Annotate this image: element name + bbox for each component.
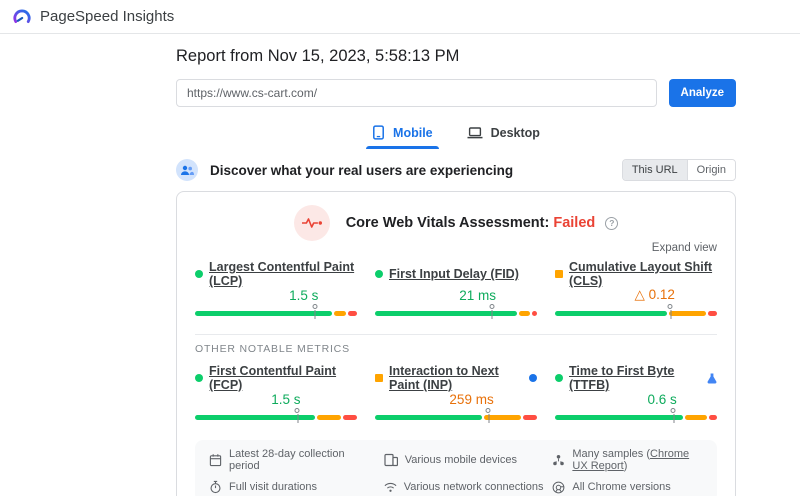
metric-value: 1.5 s [271, 392, 301, 407]
mobile-phone-icon [372, 125, 385, 140]
toggle-origin[interactable]: Origin [686, 160, 735, 180]
metric-value: △ 0.12 [634, 287, 675, 302]
core-vitals-row: Largest Contentful Paint (LCP) 1.5 s Fir… [195, 260, 718, 324]
metric-value: 259 ms [449, 392, 494, 407]
expand-view-link[interactable]: Expand view [651, 242, 717, 254]
percentile-marker-icon [312, 304, 318, 319]
metric-status-icon [195, 270, 203, 278]
distribution-bar [555, 408, 718, 423]
metric-link-fid[interactable]: First Input Delay (FID) [389, 267, 519, 281]
divider [195, 334, 717, 335]
new-metric-dot-icon [529, 374, 537, 382]
percentile-marker-icon [294, 408, 300, 423]
percentile-marker-icon [485, 408, 491, 423]
metric-value: 1.5 s [289, 288, 319, 303]
metric-fcp: First Contentful Paint (FCP) 1.5 s [195, 364, 357, 428]
metric-lcp: Largest Contentful Paint (LCP) 1.5 s [195, 260, 357, 324]
metric-link-fcp[interactable]: First Contentful Paint (FCP) [209, 364, 337, 392]
metric-status-icon [555, 270, 563, 278]
info-versions: All Chrome versions [552, 480, 703, 494]
collection-info-box: Latest 28-day collection period Various … [195, 440, 717, 496]
pagespeed-logo-icon[interactable] [12, 7, 32, 27]
toggle-this-url[interactable]: This URL [622, 160, 687, 180]
metric-link-inp[interactable]: Interaction to Next Paint (INP) [389, 364, 499, 392]
info-durations: Full visit durations [209, 480, 378, 494]
report-title: Report from Nov 15, 2023, 5:58:13 PM [176, 47, 460, 65]
tab-desktop-label: Desktop [490, 125, 540, 140]
url-input[interactable] [176, 79, 657, 107]
distribution-bar [195, 304, 357, 319]
info-devices: Various mobile devices [384, 448, 547, 472]
metric-fid: First Input Delay (FID) 21 ms [375, 267, 537, 324]
calendar-icon [209, 453, 222, 467]
devices-icon [384, 453, 398, 467]
info-network: Various network connections [384, 480, 547, 494]
wifi-icon [384, 481, 397, 493]
distribution-bar [375, 408, 537, 423]
metric-link-ttfb[interactable]: Time to First Byte (TTFB) [569, 364, 675, 392]
other-metrics-label: OTHER NOTABLE METRICS [195, 343, 350, 355]
distribution-bar [195, 408, 357, 423]
device-tabs: Mobile Desktop [176, 121, 736, 149]
chrome-icon [552, 481, 565, 494]
distribution-bar [555, 304, 718, 319]
app-header: PageSpeed Insights [0, 0, 800, 34]
metric-link-cls[interactable]: Cumulative Layout Shift (CLS) [569, 260, 713, 288]
experimental-flask-icon [707, 373, 717, 384]
metric-inp: Interaction to Next Paint (INP) 259 ms [375, 364, 537, 428]
percentile-marker-icon [667, 304, 673, 319]
metric-status-icon [195, 374, 203, 382]
percentile-marker-icon [670, 408, 676, 423]
assessment-heading: Core Web Vitals Assessment: Failed ? [346, 215, 619, 231]
tab-mobile[interactable]: Mobile [360, 121, 445, 149]
field-section-heading: Discover what your real users are experi… [210, 162, 514, 178]
tab-mobile-label: Mobile [393, 125, 433, 140]
metric-cls: Cumulative Layout Shift (CLS) △ 0.12 [555, 260, 718, 324]
analyze-button[interactable]: Analyze [668, 79, 736, 107]
desktop-laptop-icon [467, 126, 483, 140]
core-web-vitals-pulse-icon [293, 205, 330, 241]
metric-status-icon [555, 374, 563, 382]
app-title[interactable]: PageSpeed Insights [40, 8, 175, 25]
stopwatch-icon [209, 480, 222, 494]
other-metrics-row: First Contentful Paint (FCP) 1.5 s Inter… [195, 364, 718, 428]
assessment-result: Failed [553, 215, 596, 231]
metric-value: 21 ms [459, 288, 497, 303]
scope-toggle: This URL Origin [621, 159, 736, 181]
metric-status-icon [375, 270, 383, 278]
field-data-card: Core Web Vitals Assessment: Failed ? Exp… [176, 191, 736, 496]
crux-report-link[interactable]: Chrome UX Report [572, 448, 690, 472]
real-users-icon [176, 159, 198, 181]
info-samples: Many samples (Chrome UX Report) [552, 448, 703, 472]
distribution-bar [375, 304, 537, 319]
samples-icon [552, 454, 565, 467]
percentile-marker-icon [489, 304, 495, 319]
help-icon[interactable]: ? [605, 216, 619, 230]
info-collection-period: Latest 28-day collection period [209, 448, 378, 472]
metric-status-icon [375, 374, 383, 382]
metric-value: 0.6 s [647, 392, 677, 407]
metric-ttfb: Time to First Byte (TTFB) 0.6 s [555, 364, 718, 428]
metric-link-lcp[interactable]: Largest Contentful Paint (LCP) [209, 260, 355, 288]
tab-desktop[interactable]: Desktop [455, 121, 552, 149]
